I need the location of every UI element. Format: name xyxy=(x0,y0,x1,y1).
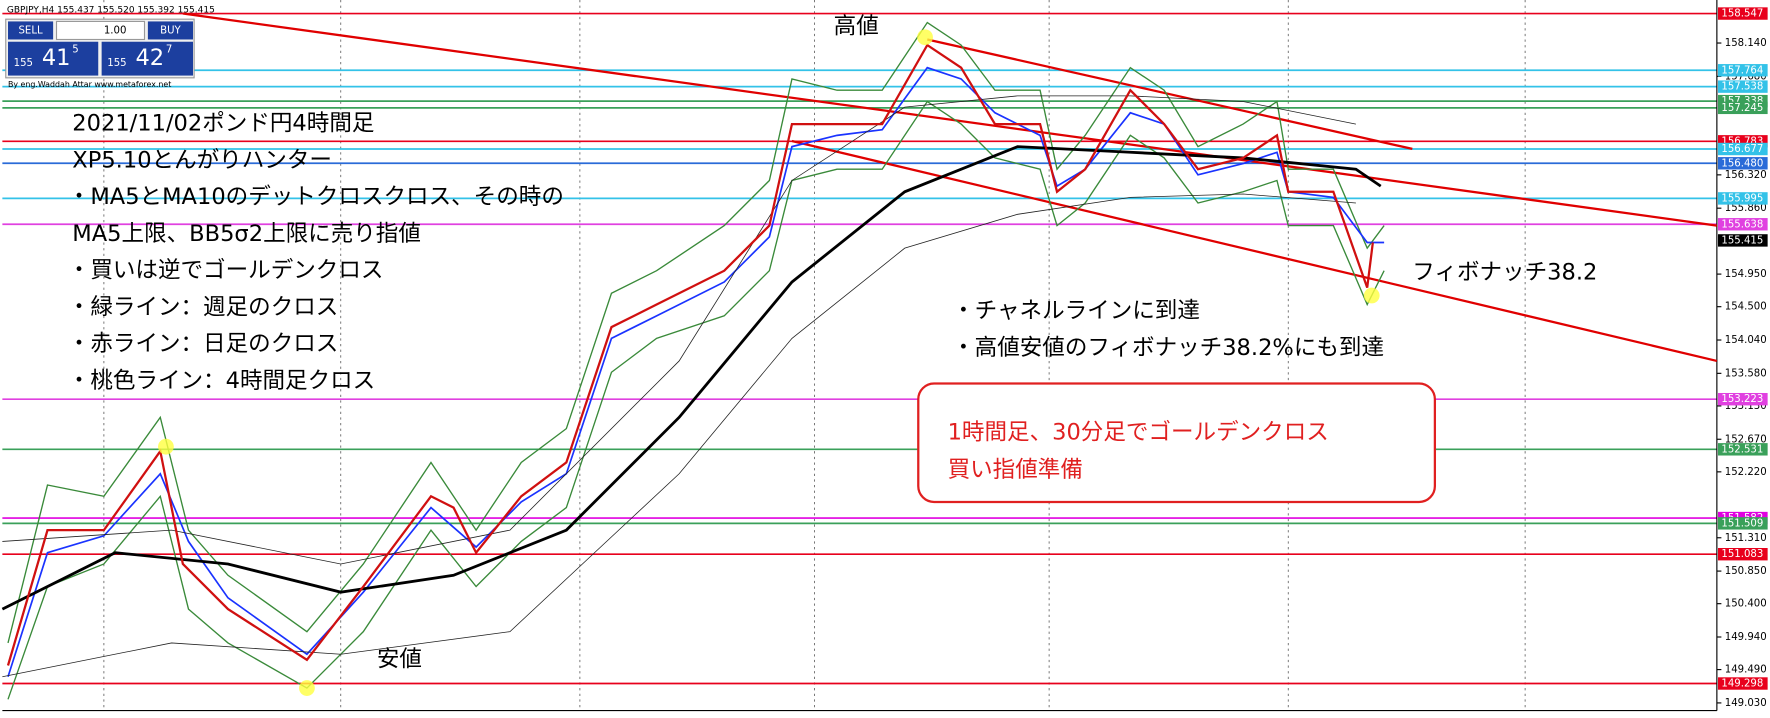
trend-lines xyxy=(182,12,1718,363)
level-tag xyxy=(1718,80,1768,93)
sell-small: 5 xyxy=(72,45,78,56)
tick-label: 156.320 xyxy=(1725,170,1767,181)
note-line: ・緑ライン：週足のクロス xyxy=(68,294,339,320)
buy-mid: 42 xyxy=(135,45,164,71)
level-label: 157.764 xyxy=(1721,65,1763,76)
level-label: 156.783 xyxy=(1721,136,1763,147)
level-tag xyxy=(1718,192,1768,205)
symbol-line: GBPJPY,H4 155.437 155.520 155.392 155.41… xyxy=(7,6,215,16)
buy-button[interactable] xyxy=(147,21,193,40)
sell-label[interactable]: SELL xyxy=(18,25,42,36)
tick-label: 152.670 xyxy=(1725,434,1767,445)
level-label: 156.480 xyxy=(1721,158,1763,169)
lot[interactable]: 1.00 xyxy=(104,25,127,36)
tick-label: 153.580 xyxy=(1725,368,1767,379)
note-line: 2021/11/02ポンド円4時間足 xyxy=(72,111,374,137)
tick-label: 152.220 xyxy=(1725,467,1767,478)
level-label: 153.223 xyxy=(1721,394,1763,405)
tick-label: 150.850 xyxy=(1725,566,1767,577)
level-tag xyxy=(1718,234,1768,247)
v-grid xyxy=(103,0,1526,711)
notes: 2021/11/02ポンド円4時間足 XP5.10とんがりハンター・MA5とMA1… xyxy=(68,111,564,394)
level-label: 151.509 xyxy=(1721,518,1763,529)
level-tag xyxy=(1718,157,1768,170)
lot-input[interactable] xyxy=(55,20,146,41)
tick-label: 158.140 xyxy=(1725,38,1767,49)
level-label: 155.415 xyxy=(1721,235,1763,246)
tick-label: 149.030 xyxy=(1725,698,1767,709)
credit: By eng.Waddah Attar www.metaforex.net xyxy=(8,80,171,89)
level-label: 149.298 xyxy=(1721,679,1763,690)
sell-big: 155 xyxy=(14,58,33,69)
note-line: XP5.10とんがりハンター xyxy=(72,147,332,173)
sell-price-box[interactable] xyxy=(8,41,99,76)
buy-price-box[interactable] xyxy=(101,41,193,76)
level-tag xyxy=(1718,64,1768,77)
tick-label: 154.950 xyxy=(1725,269,1767,280)
fibo-label: フィボナッチ38.2 xyxy=(1412,259,1597,285)
tick-label: 154.040 xyxy=(1725,335,1767,346)
tick-label: 154.500 xyxy=(1725,302,1767,313)
level-label: 157.245 xyxy=(1721,103,1763,114)
note-box xyxy=(917,382,1437,504)
level-label: 155.995 xyxy=(1721,193,1763,204)
sell-mid: 41 xyxy=(42,45,71,71)
trade-panel: SELL 1.00 BUY 155 41 5 155 42 7 By eng.W… xyxy=(5,18,195,89)
sell-button[interactable] xyxy=(8,21,54,40)
level-label: 158.547 xyxy=(1721,9,1763,20)
buy-label[interactable]: BUY xyxy=(160,25,181,36)
note-line: ・桃色ライン：4時間足クロス xyxy=(68,368,375,394)
reach-line: ・チャネルラインに到達 xyxy=(952,298,1200,324)
level-label: 155.638 xyxy=(1721,219,1763,230)
level-label: 151.083 xyxy=(1721,549,1763,560)
note-line: ・赤ライン：日足のクロス xyxy=(68,331,339,357)
level-tag xyxy=(1718,101,1768,115)
tick-label: 149.940 xyxy=(1725,632,1767,643)
level-tag xyxy=(1718,7,1768,20)
level-label: 156.677 xyxy=(1721,144,1763,155)
box-line: 買い指値準備 xyxy=(948,457,1083,483)
tick-label: 150.400 xyxy=(1725,599,1767,610)
level-tag xyxy=(1718,142,1768,156)
high-label: 高値 xyxy=(834,14,879,40)
tick-label: 153.130 xyxy=(1725,401,1767,412)
level-tag xyxy=(1718,517,1768,530)
buy-small: 7 xyxy=(166,45,172,56)
price-axis: 158.140 157.680 156.320 155.860 154.950 154.5… xyxy=(1716,7,1768,709)
note-line: ・MA5とMA10のデットクロスクロス、その時の xyxy=(68,184,564,210)
tick-label: 151.310 xyxy=(1725,533,1767,544)
level-label: 157.538 xyxy=(1721,82,1763,93)
tick-label: 157.680 xyxy=(1725,71,1767,82)
note-line: ・買いは逆でゴールデンクロス xyxy=(68,258,384,284)
level-label: 152.531 xyxy=(1721,444,1763,455)
tick-label: 149.490 xyxy=(1725,665,1767,676)
buy-big: 155 xyxy=(107,58,126,69)
note-line: MA5上限、BB5σ2上限に売り指値 xyxy=(72,221,421,247)
level-label: 157.338 xyxy=(1721,96,1763,107)
price-drawing xyxy=(1,21,1385,700)
level-tag xyxy=(1718,218,1768,231)
level-tag xyxy=(1718,392,1768,406)
level-tag xyxy=(1718,443,1768,456)
box-line: 1時間足、30分足でゴールデンクロス xyxy=(948,420,1329,446)
reach-line: ・高値安値のフィボナッチ38.2%にも到達 xyxy=(952,335,1384,361)
level-tag xyxy=(1718,677,1768,690)
low-label: 安値 xyxy=(377,646,422,672)
level-tag xyxy=(1718,548,1768,561)
tick-label: 155.860 xyxy=(1725,203,1767,214)
